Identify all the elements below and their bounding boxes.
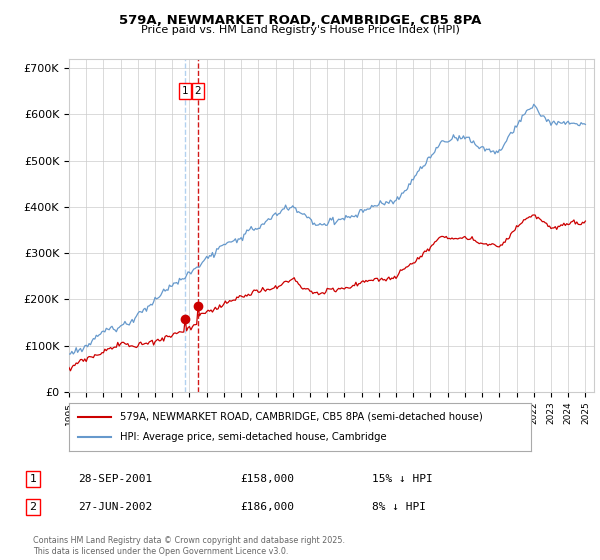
Text: 1: 1 xyxy=(29,474,37,484)
Text: HPI: Average price, semi-detached house, Cambridge: HPI: Average price, semi-detached house,… xyxy=(120,432,386,442)
Text: £158,000: £158,000 xyxy=(240,474,294,484)
Text: £186,000: £186,000 xyxy=(240,502,294,512)
Text: 15% ↓ HPI: 15% ↓ HPI xyxy=(372,474,433,484)
Text: 579A, NEWMARKET ROAD, CAMBRIDGE, CB5 8PA: 579A, NEWMARKET ROAD, CAMBRIDGE, CB5 8PA xyxy=(119,14,481,27)
Text: 27-JUN-2002: 27-JUN-2002 xyxy=(78,502,152,512)
Text: 1: 1 xyxy=(182,86,188,96)
Text: 28-SEP-2001: 28-SEP-2001 xyxy=(78,474,152,484)
Text: 2: 2 xyxy=(29,502,37,512)
Text: Contains HM Land Registry data © Crown copyright and database right 2025.
This d: Contains HM Land Registry data © Crown c… xyxy=(33,536,345,556)
Text: 579A, NEWMARKET ROAD, CAMBRIDGE, CB5 8PA (semi-detached house): 579A, NEWMARKET ROAD, CAMBRIDGE, CB5 8PA… xyxy=(120,412,482,422)
Text: Price paid vs. HM Land Registry's House Price Index (HPI): Price paid vs. HM Land Registry's House … xyxy=(140,25,460,35)
Text: 8% ↓ HPI: 8% ↓ HPI xyxy=(372,502,426,512)
Text: 2: 2 xyxy=(194,86,201,96)
